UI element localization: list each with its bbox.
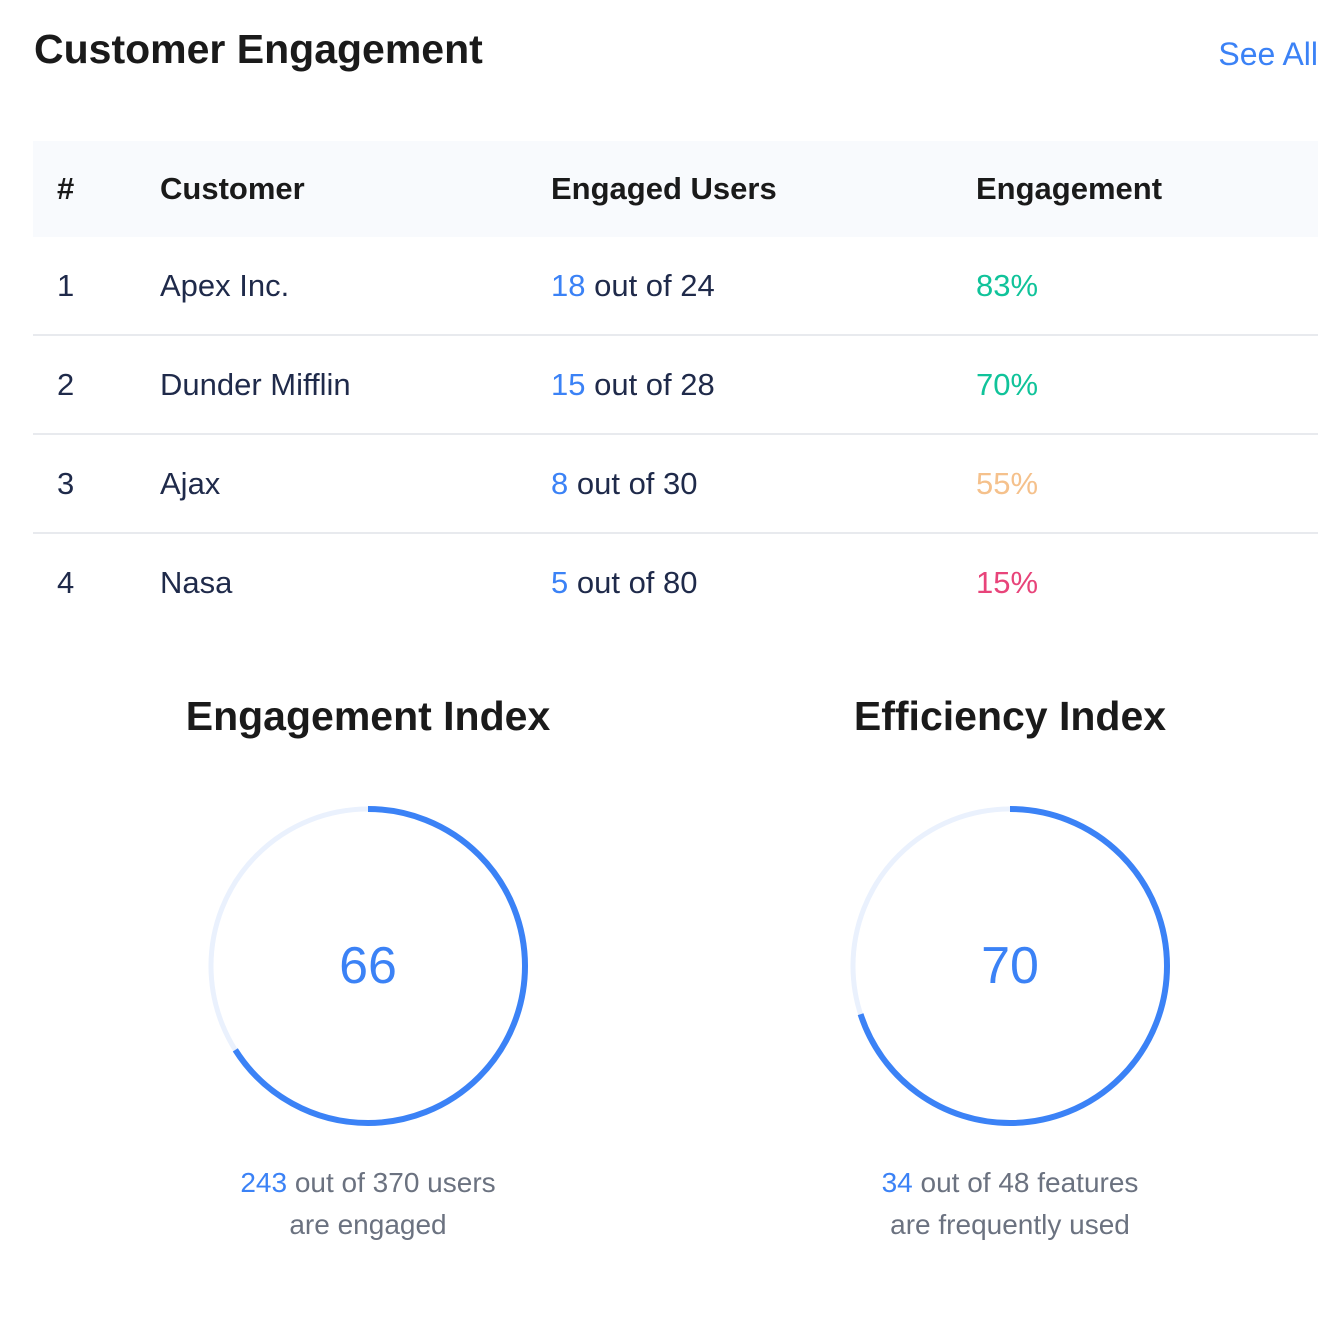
engaged-users: 8 out of 30 [551,435,698,532]
caption-line-1: 243 out of 370 users [48,1162,688,1204]
caption-line-2: are engaged [289,1209,447,1240]
row-number: 2 [57,366,75,402]
engagement-percent: 70% [976,366,1039,402]
efficiency-index-caption: 34 out of 48 features are frequently use… [690,1162,1330,1246]
see-all-link[interactable]: See All [1218,36,1318,72]
engagement-percent: 83% [976,267,1039,303]
page-title: Customer Engagement [34,26,483,72]
column-header-engagement: Engagement [976,171,1163,206]
engagement-percent: 55% [976,465,1039,501]
total-users: out of 28 [585,366,715,402]
table-row: 3 Ajax 8 out of 30 55% [33,435,1318,534]
engagement-gauge-ring [208,806,528,1126]
caption-highlight: 34 [881,1167,913,1198]
efficiency-gauge-ring [850,806,1170,1126]
engaged-users: 15 out of 28 [551,336,715,433]
engaged-count: 18 [551,267,586,303]
customer-name: Ajax [160,465,221,501]
engaged-users: 5 out of 80 [551,534,698,631]
table-row: 4 Nasa 5 out of 80 15% [33,534,1318,631]
caption-text: out of 370 users [287,1167,496,1198]
efficiency-index-title: Efficiency Index [853,693,1167,739]
engaged-count: 8 [551,465,569,501]
customer-name: Dunder Mifflin [160,366,351,402]
column-header-engaged-users: Engaged Users [551,171,777,206]
table-row: 1 Apex Inc. 18 out of 24 83% [33,237,1318,336]
row-number: 1 [57,267,75,303]
table-header: # Customer Engaged Users Engagement [33,141,1318,237]
efficiency-index-card: Efficiency Index 70 34 out of 48 feature… [690,690,1330,1246]
engagement-percent: 15% [976,564,1039,600]
gauge-progress-arc [208,806,528,1126]
total-users: out of 80 [568,564,698,600]
row-number: 3 [57,465,75,501]
customer-name: Nasa [160,564,233,600]
caption-line-1: 34 out of 48 features [690,1162,1330,1204]
engaged-count: 15 [551,366,586,402]
engagement-index-gauge: 66 [206,804,530,1128]
engagement-index-card: Engagement Index 66 243 out of 370 users… [48,690,688,1246]
engagement-index-caption: 243 out of 370 users are engaged [48,1162,688,1246]
caption-text: out of 48 features [912,1167,1139,1198]
engagement-index-value: 66 [339,937,397,995]
total-users: out of 24 [585,267,715,303]
customer-name: Apex Inc. [160,267,290,303]
customer-engagement-table: # Customer Engaged Users Engagement 1 Ap… [33,141,1318,631]
column-header-customer: Customer [160,171,305,206]
table-row: 2 Dunder Mifflin 15 out of 28 70% [33,336,1318,435]
engagement-index-title: Engagement Index [185,693,551,739]
gauge-progress-arc [850,806,1170,1126]
caption-line-2: are frequently used [890,1209,1130,1240]
engaged-count: 5 [551,564,569,600]
efficiency-index-value: 70 [981,937,1039,995]
efficiency-index-gauge: 70 [848,804,1172,1128]
engaged-users: 18 out of 24 [551,237,715,334]
caption-highlight: 243 [240,1167,288,1198]
header: Customer Engagement See All [34,24,1318,84]
row-number: 4 [57,564,75,600]
column-header-number: # [57,171,75,206]
total-users: out of 30 [568,465,698,501]
